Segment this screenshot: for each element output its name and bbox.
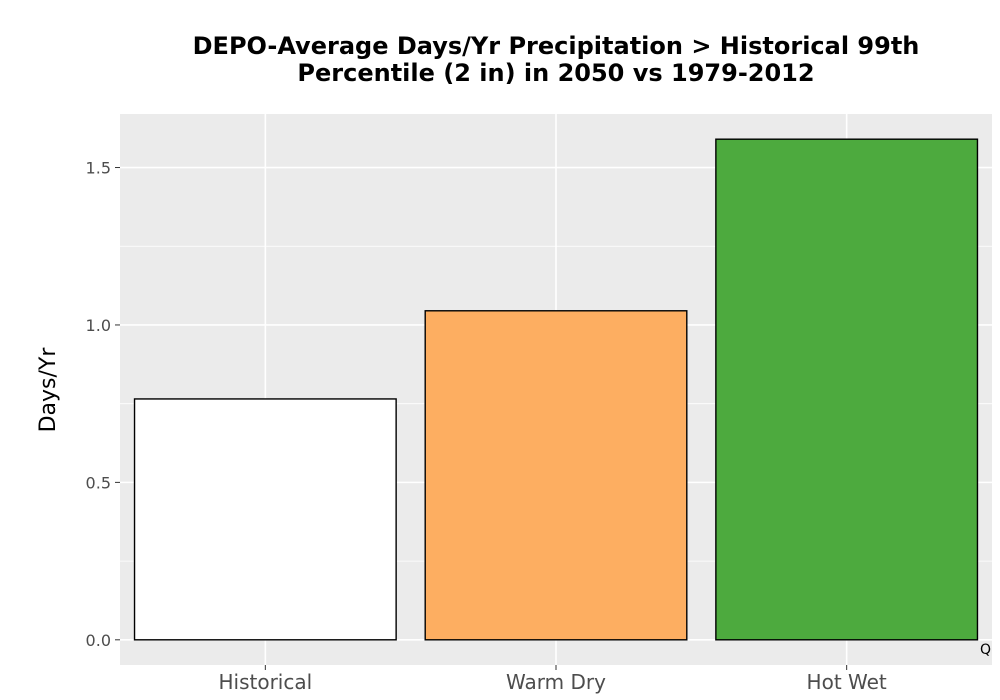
x-tick-label: Warm Dry [506,670,606,694]
bar [133,398,397,641]
chart-title-line-1: DEPO-Average Days/Yr Precipitation > His… [193,32,920,60]
bar [715,138,979,641]
chart-title: DEPO-Average Days/Yr Precipitation > His… [193,32,920,87]
x-axis-ticks: Historical Warm Dry Hot Wet [218,665,887,694]
x-tick-label: Hot Wet [807,670,887,694]
y-tick-label: 0.0 [86,631,111,650]
bars [133,138,979,641]
y-tick-label: 1.0 [86,316,111,335]
y-tick-label: 0.5 [86,473,111,492]
x-tick-label: Historical [218,670,312,694]
y-axis-title: Days/Yr [36,347,61,433]
chart-title-line-2: Percentile (2 in) in 2050 vs 1979-2012 [297,59,814,87]
bar [424,310,688,641]
y-tick-label: 1.5 [86,159,111,178]
corner-mark: Q [980,642,991,658]
y-axis-ticks: 0.0 0.5 1.0 1.5 [86,159,120,650]
